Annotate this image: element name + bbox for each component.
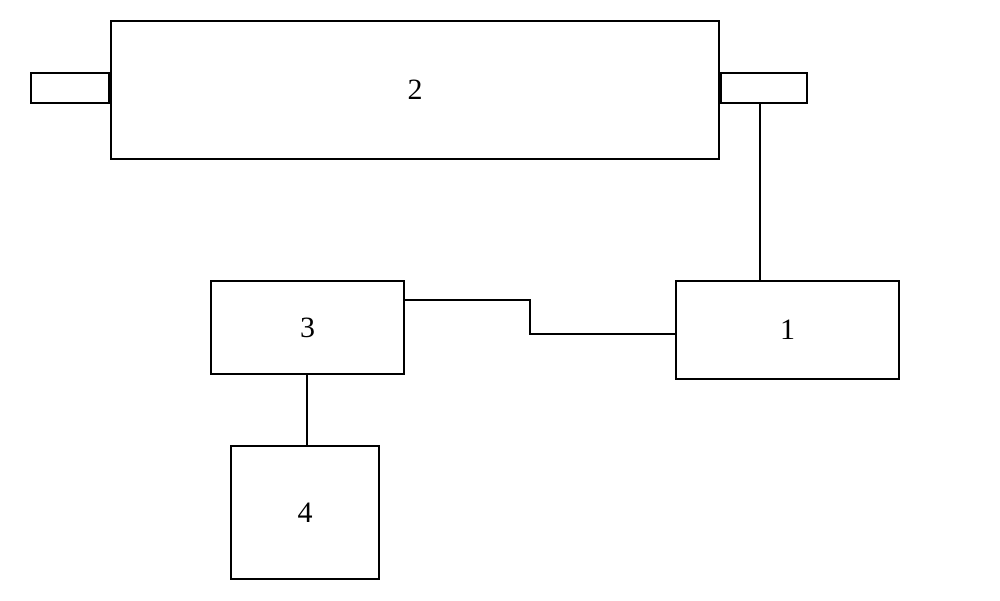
diagram-canvas: 2 1 3 4 <box>0 0 1000 601</box>
block-2-stub-right <box>720 72 808 104</box>
block-2-label: 2 <box>408 73 423 107</box>
block-1: 1 <box>675 280 900 380</box>
block-4: 4 <box>230 445 380 580</box>
block-2: 2 <box>110 20 720 160</box>
block-4-label: 4 <box>298 496 313 530</box>
block-3-label: 3 <box>300 311 315 345</box>
block-3: 3 <box>210 280 405 375</box>
block-1-label: 1 <box>780 313 795 347</box>
block-2-stub-left <box>30 72 110 104</box>
